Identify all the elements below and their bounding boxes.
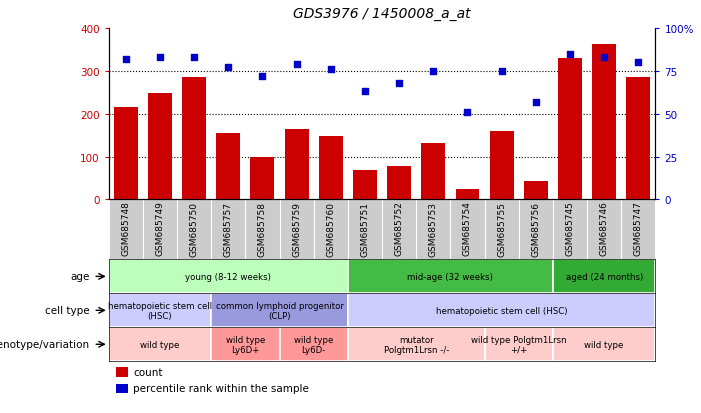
Bar (421, 143, 445, 200)
Bar (348, 260, 553, 294)
Point (291, 62, 302, 68)
Point (393, 80, 404, 87)
Bar (348, 328, 484, 361)
Text: GSM685753: GSM685753 (429, 201, 438, 256)
Text: GSM685757: GSM685757 (224, 201, 233, 256)
Point (633, 60, 644, 66)
Text: GSM685754: GSM685754 (463, 201, 472, 256)
Point (599, 55, 610, 61)
Bar (484, 328, 553, 361)
Text: wild type
Ly6D+: wild type Ly6D+ (226, 335, 265, 354)
Point (428, 68, 439, 75)
Bar (319, 137, 343, 200)
Bar (211, 328, 280, 361)
Text: GSM685747: GSM685747 (634, 201, 643, 256)
Bar (348, 294, 655, 328)
Point (360, 89, 371, 95)
Text: GSM685751: GSM685751 (360, 201, 369, 256)
Text: aged (24 months): aged (24 months) (566, 272, 643, 281)
Text: GSM685750: GSM685750 (189, 201, 198, 256)
Point (120, 57, 131, 63)
Text: wild type Polgtm1Lrsn
+/+: wild type Polgtm1Lrsn +/+ (471, 335, 566, 354)
Bar (558, 59, 582, 200)
Point (564, 51, 576, 58)
Bar (211, 294, 348, 328)
Bar (627, 78, 651, 200)
Text: mutator
Polgtm1Lrsn -/-: mutator Polgtm1Lrsn -/- (383, 335, 449, 354)
Bar (456, 189, 479, 200)
Text: wild type
Ly6D-: wild type Ly6D- (294, 335, 334, 354)
Text: GSM685749: GSM685749 (156, 201, 165, 256)
Bar (553, 328, 655, 361)
Text: age: age (70, 272, 90, 282)
Text: wild type: wild type (585, 340, 624, 349)
Point (462, 109, 473, 116)
Bar (148, 94, 172, 200)
Text: GSM685752: GSM685752 (395, 201, 404, 256)
Point (530, 99, 541, 106)
Text: cell type: cell type (45, 306, 90, 316)
Text: GSM685758: GSM685758 (258, 201, 267, 256)
Bar (109, 260, 348, 294)
Point (154, 55, 165, 61)
Bar (490, 131, 514, 200)
Bar (182, 78, 206, 200)
Text: GSM685755: GSM685755 (497, 201, 506, 256)
Point (496, 68, 508, 75)
Text: genotype/variation: genotype/variation (0, 339, 90, 349)
Bar (280, 328, 348, 361)
Point (257, 74, 268, 80)
Point (325, 66, 336, 73)
Bar (109, 328, 211, 361)
Text: GDS3976 / 1450008_a_at: GDS3976 / 1450008_a_at (293, 7, 471, 21)
Bar (592, 45, 616, 200)
Bar (250, 157, 274, 200)
Text: mid-age (32 weeks): mid-age (32 weeks) (407, 272, 494, 281)
Text: GSM685746: GSM685746 (599, 201, 608, 256)
Text: percentile rank within the sample: percentile rank within the sample (133, 383, 309, 393)
Text: wild type: wild type (140, 340, 179, 349)
Text: count: count (133, 367, 163, 377)
Text: hematopoietic stem cell
(HSC): hematopoietic stem cell (HSC) (108, 301, 212, 320)
Text: common lymphoid progenitor
(CLP): common lymphoid progenitor (CLP) (216, 301, 343, 320)
Text: GSM685748: GSM685748 (121, 201, 130, 256)
Point (189, 55, 200, 61)
Bar (387, 166, 411, 200)
Point (223, 65, 234, 71)
Text: young (8-12 weeks): young (8-12 weeks) (185, 272, 271, 281)
Bar (114, 108, 137, 200)
Bar (553, 260, 655, 294)
Text: hematopoietic stem cell (HSC): hematopoietic stem cell (HSC) (436, 306, 567, 315)
Bar (524, 182, 547, 200)
Bar (217, 134, 240, 200)
Bar (109, 294, 211, 328)
Text: GSM685759: GSM685759 (292, 201, 301, 256)
Text: GSM685760: GSM685760 (326, 201, 335, 256)
Text: GSM685745: GSM685745 (566, 201, 575, 256)
Text: GSM685756: GSM685756 (531, 201, 540, 256)
Bar (353, 171, 377, 200)
Bar (285, 129, 308, 200)
